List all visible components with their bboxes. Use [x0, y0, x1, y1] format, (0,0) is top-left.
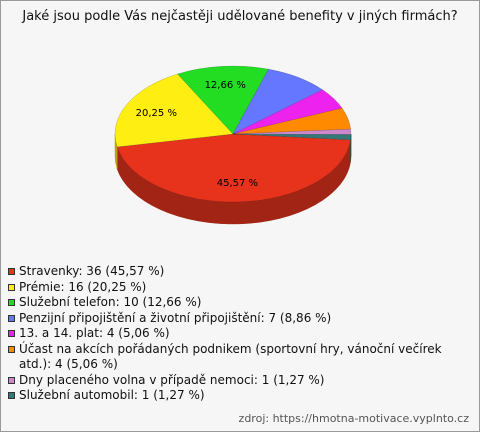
- legend-swatch: [8, 268, 15, 275]
- slice-label: 45,57 %: [217, 178, 258, 189]
- pie-slice: [232, 107, 351, 135]
- legend-item: Stravenky: 36 (45,57 %): [7, 264, 473, 280]
- legend-swatch: [8, 330, 15, 337]
- legend-item: Dny placeného volna v případě nemoci: 1 …: [7, 373, 473, 389]
- legend-label: Dny placeného volna v případě nemoci: 1 …: [19, 372, 325, 387]
- pie-slice: [116, 133, 351, 203]
- legend-swatch: [8, 392, 15, 399]
- legend-label: Služební telefon: 10 (12,66 %): [19, 295, 202, 309]
- slice-label: 20,25 %: [136, 108, 177, 119]
- legend-label: Penzijní připojištění a životní připojiš…: [19, 310, 332, 325]
- legend-swatch: [8, 299, 15, 306]
- source-note: zdroj: https://hmotna-motivace.vyplnto.c…: [238, 412, 469, 425]
- legend-item: Služební automobil: 1 (1,27 %): [7, 388, 473, 404]
- legend-swatch: [8, 283, 15, 291]
- legend-item: Penzijní připojištění a životní připojiš…: [7, 311, 473, 327]
- legend-label: Služební automobil: 1 (1,27 %): [19, 388, 205, 402]
- legend-swatch: [8, 376, 15, 384]
- legend-item: Služební telefon: 10 (12,66 %): [7, 295, 473, 311]
- legend-label: Prémie: 16 (20,25 %): [19, 279, 147, 294]
- slice-label: 12,66 %: [205, 80, 246, 91]
- legend-item: Prémie: 16 (20,25 %): [7, 280, 473, 296]
- legend-item: Účast na akcích pořádaných podnikem (spo…: [7, 342, 473, 373]
- pie-slice: [232, 89, 343, 135]
- legend-label: Účast na akcích pořádaných podnikem (spo…: [19, 341, 442, 372]
- pie-slice: [232, 133, 352, 141]
- legend: Stravenky: 36 (45,57 %) Prémie: 16 (20,25…: [7, 264, 473, 404]
- chart-title: Jaké jsou podle Vás nejčastěji udělované…: [22, 9, 458, 24]
- legend-swatch: [8, 345, 15, 353]
- pie-slice: [232, 68, 324, 135]
- legend-label: Stravenky: 36 (45,57 %): [19, 264, 165, 278]
- pie-slice: [232, 128, 352, 135]
- legend-swatch: [8, 314, 15, 322]
- pie-slice: [177, 65, 269, 135]
- legend-label: 13. a 14. plat: 4 (5,06 %): [19, 326, 170, 340]
- legend-item: 13. a 14. plat: 4 (5,06 %): [7, 326, 473, 342]
- pie-chart: 45,57 % 20,25 % 12,66 %: [114, 65, 352, 225]
- pie-slice: [114, 73, 234, 148]
